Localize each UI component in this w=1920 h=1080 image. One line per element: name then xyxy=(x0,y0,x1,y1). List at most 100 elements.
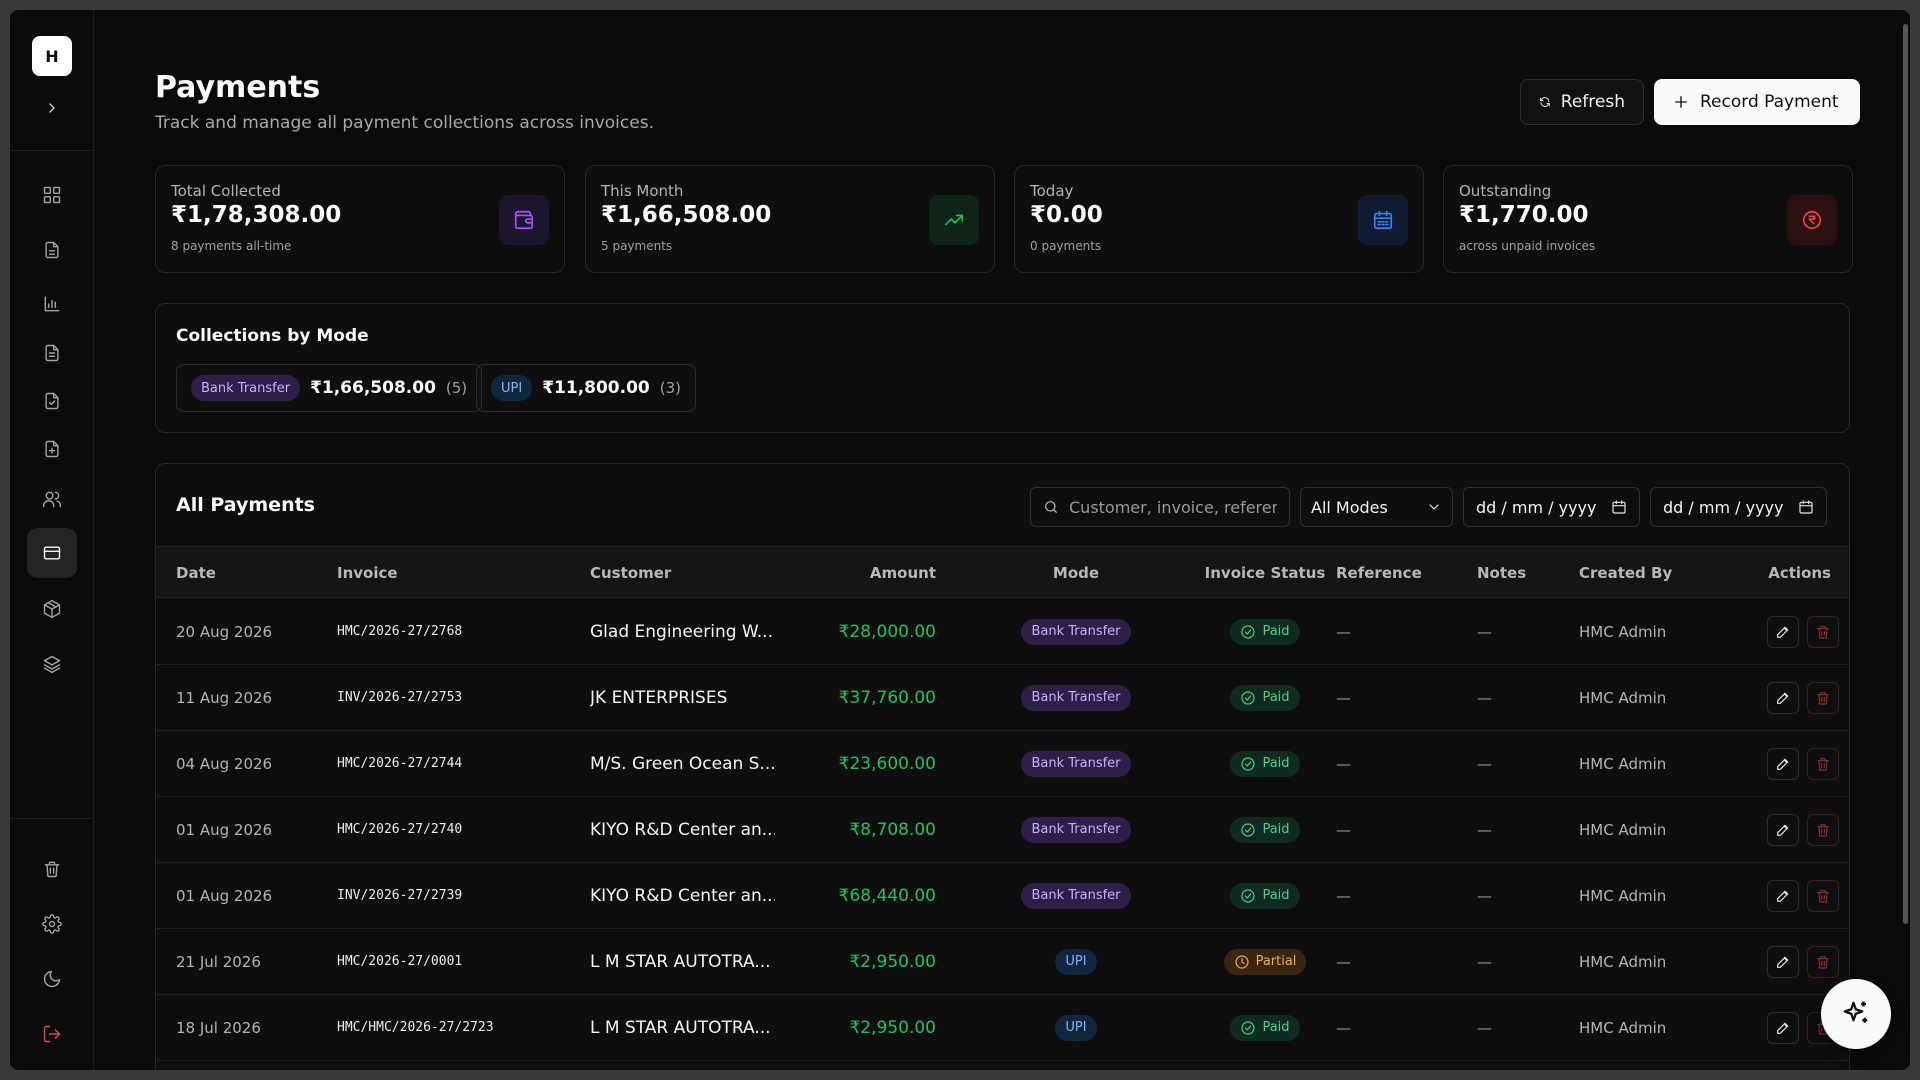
stat-value: ₹1,66,508.00 xyxy=(601,202,772,228)
ai-assistant-button[interactable] xyxy=(1821,979,1891,1049)
delete-payment-button[interactable] xyxy=(1807,813,1839,846)
delete-payment-button[interactable] xyxy=(1807,879,1839,912)
cell-invoice-status: Paid xyxy=(1175,863,1355,928)
cell-notes: — xyxy=(1477,754,1492,773)
check-circle-icon xyxy=(1241,690,1256,705)
status-label: Paid xyxy=(1262,690,1290,705)
sidebar-item-create-invoice[interactable] xyxy=(27,424,77,474)
app-logo[interactable]: H xyxy=(32,36,72,76)
column-header-customer[interactable]: Customer xyxy=(590,564,672,582)
date-to-input[interactable]: dd / mm / yyyy xyxy=(1650,487,1827,527)
table-row[interactable]: 01 Aug 2026 INV/2026-27/2739 KIYO R&D Cent… xyxy=(156,863,1849,929)
stat-note: 8 payments all-time xyxy=(171,239,292,253)
stat-card-this-month: This Month ₹1,66,508.00 5 payments xyxy=(585,165,995,273)
mode-filter-select[interactable]: All Modes xyxy=(1300,487,1453,527)
sidebar-item-inventory[interactable] xyxy=(27,639,77,689)
cell-actions xyxy=(1716,665,1839,730)
table-row[interactable]: 18 Jul 2026 HMC/HMC/2026-27/2723 L M STAR … xyxy=(156,995,1849,1061)
sidebar-item-quotations[interactable] xyxy=(27,328,77,378)
sidebar-item-settings[interactable] xyxy=(27,899,77,949)
delete-payment-button[interactable] xyxy=(1807,945,1839,978)
sidebar-item-trash[interactable] xyxy=(27,844,77,894)
sidebar-item-reports[interactable] xyxy=(27,279,77,329)
cell-invoice-link[interactable]: INV/2026-27/2739 xyxy=(337,888,463,903)
status-label: Paid xyxy=(1262,822,1290,837)
cell-invoice-link[interactable]: INV/2026-27/2753 xyxy=(337,690,463,705)
chevron-right-icon xyxy=(49,103,55,113)
refresh-button[interactable]: Refresh xyxy=(1520,79,1644,125)
search-field[interactable] xyxy=(1030,487,1290,527)
cell-amount: ₹68,440.00 xyxy=(838,885,936,906)
cell-actions xyxy=(1716,599,1839,664)
delete-payment-button[interactable] xyxy=(1807,681,1839,714)
sidebar-item-dashboard[interactable] xyxy=(27,170,77,220)
column-header-amount[interactable]: Amount xyxy=(869,564,936,582)
date-to-value: dd / mm / yyyy xyxy=(1663,497,1784,517)
package-icon xyxy=(43,599,61,619)
bar-chart-icon xyxy=(44,296,60,312)
collections-by-mode-card: Collections by Mode Bank Transfer ₹1,66,… xyxy=(155,303,1850,433)
table-row[interactable]: 21 Jul 2026 HMC/2026-27/0001 L M STAR AUTO… xyxy=(156,929,1849,995)
sidebar-item-products[interactable] xyxy=(27,584,77,634)
sidebar-item-approvals[interactable] xyxy=(27,376,77,426)
edit-payment-button[interactable] xyxy=(1767,813,1799,846)
cell-actions xyxy=(1716,929,1839,994)
plus-icon xyxy=(1675,96,1687,108)
expand-sidebar-button[interactable] xyxy=(40,96,64,120)
column-header-mode[interactable]: Mode xyxy=(1052,564,1100,582)
cell-reference: — xyxy=(1336,1018,1351,1037)
table-row[interactable]: 01 Aug 2026 HMC/2026-27/2740 KIYO R&D Cent… xyxy=(156,797,1849,863)
sidebar-item-payments[interactable] xyxy=(27,528,77,578)
column-header-date[interactable]: Date xyxy=(176,564,216,582)
stat-card-total-collected: Total Collected ₹1,78,308.00 8 payments … xyxy=(155,165,565,273)
trash-icon xyxy=(1817,757,1829,771)
cell-created-by: HMC Admin xyxy=(1579,820,1667,839)
table-row[interactable]: 04 Aug 2026 HMC/2026-27/2744 M/S. Green Oc… xyxy=(156,731,1849,797)
column-header-invoice[interactable]: Invoice xyxy=(337,564,398,582)
edit-payment-button[interactable] xyxy=(1767,681,1799,714)
table-row[interactable]: 11 Aug 2026 INV/2026-27/2753 JK ENTERPRISE… xyxy=(156,665,1849,731)
mode-summary-bank-transfer: Bank Transfer ₹1,66,508.00 (5) xyxy=(176,364,483,412)
sidebar-item-invoices[interactable] xyxy=(27,225,77,275)
edit-payment-button[interactable] xyxy=(1767,945,1799,978)
cell-notes: — xyxy=(1477,1018,1492,1037)
record-payment-button[interactable]: Record Payment xyxy=(1654,79,1860,125)
sidebar-item-theme[interactable] xyxy=(27,954,77,1004)
pencil-icon xyxy=(1777,758,1789,770)
page-scrollbar[interactable] xyxy=(1903,24,1908,924)
status-badge: Paid xyxy=(1230,816,1300,843)
trash-icon xyxy=(1817,691,1829,705)
cell-invoice-link[interactable]: HMC/2026-27/2744 xyxy=(337,756,463,771)
sidebar: H xyxy=(10,10,94,1070)
stat-label: Outstanding xyxy=(1459,182,1552,200)
search-input[interactable] xyxy=(1069,497,1277,517)
cell-notes: — xyxy=(1477,688,1492,707)
file-plus-icon xyxy=(45,440,59,458)
delete-payment-button[interactable] xyxy=(1807,747,1839,780)
cell-invoice-link[interactable]: HMC/HMC/2026-27/2723 xyxy=(337,1020,494,1035)
cell-amount: ₹28,000.00 xyxy=(838,621,936,642)
edit-payment-button[interactable] xyxy=(1767,747,1799,780)
edit-payment-button[interactable] xyxy=(1767,879,1799,912)
edit-payment-button[interactable] xyxy=(1767,1011,1799,1044)
edit-payment-button[interactable] xyxy=(1767,615,1799,648)
sidebar-item-logout[interactable] xyxy=(27,1009,77,1059)
stat-value: ₹1,770.00 xyxy=(1459,202,1589,228)
column-header-invoice-status[interactable]: Invoice Status xyxy=(1204,564,1326,582)
delete-payment-button[interactable] xyxy=(1807,615,1839,648)
cell-actions xyxy=(1716,863,1839,928)
credit-card-icon xyxy=(43,546,61,560)
cell-date: 18 Jul 2026 xyxy=(176,1018,261,1037)
sidebar-item-customers[interactable] xyxy=(27,474,77,524)
cell-invoice-link[interactable]: HMC/2026-27/0001 xyxy=(337,954,463,969)
cell-invoice-link[interactable]: HMC/2026-27/2740 xyxy=(337,822,463,837)
pencil-icon xyxy=(1777,890,1789,902)
status-badge: Paid xyxy=(1230,750,1300,777)
cell-amount: ₹23,600.00 xyxy=(838,753,936,774)
cell-mode: UPI xyxy=(1026,929,1126,994)
cell-invoice-link[interactable]: HMC/2026-27/2768 xyxy=(337,624,463,639)
table-row[interactable]: 20 Aug 2026 HMC/2026-27/2768 Glad Engineer… xyxy=(156,599,1849,665)
date-from-input[interactable]: dd / mm / yyyy xyxy=(1463,487,1640,527)
mode-filter-value: All Modes xyxy=(1311,497,1388,517)
cell-reference: — xyxy=(1336,952,1351,971)
